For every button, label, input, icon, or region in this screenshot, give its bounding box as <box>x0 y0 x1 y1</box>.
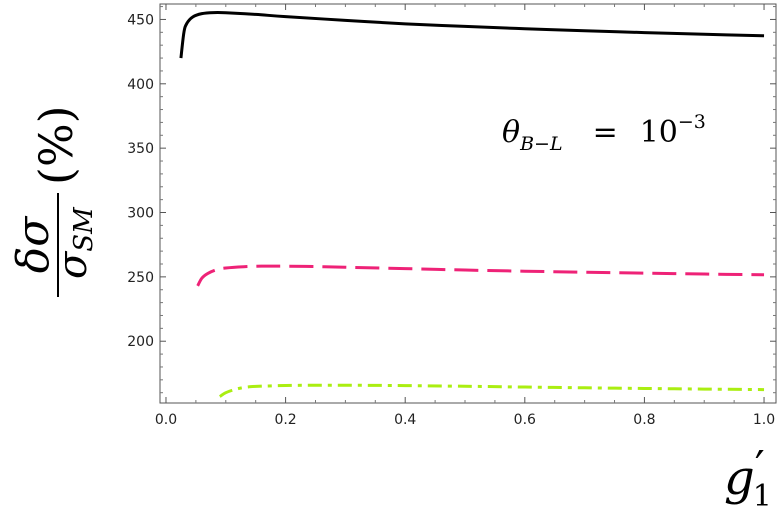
plot-frame <box>160 4 776 403</box>
y-tick-label: 400 <box>127 77 154 93</box>
series-line-3 <box>220 385 764 396</box>
y-label-unit: (%) <box>29 105 83 185</box>
y-tick-label: 350 <box>127 141 154 157</box>
y-tick-label: 250 <box>127 270 154 286</box>
annotation-label: θB−L = 10−3 <box>502 111 706 155</box>
x-tick-label: 0.2 <box>274 412 296 428</box>
series-group <box>181 13 764 397</box>
y-axis-label: δσ σSM (%) <box>8 105 99 297</box>
y-tick-label: 450 <box>127 12 154 28</box>
plot-frame-group <box>160 4 776 403</box>
x-tick-label: 0.8 <box>633 412 655 428</box>
ticks-group: 0.0 0.2 0.4 0.6 0.8 1.0 200 250 300 350 400 450 <box>127 4 776 428</box>
y-tick-label: 300 <box>127 206 154 222</box>
x-tick-label: 0.4 <box>394 412 416 428</box>
x-tick-label: 0.0 <box>155 412 177 428</box>
y-tick-label: 200 <box>127 334 154 350</box>
series-line-2 <box>198 266 764 286</box>
x-tick-label: 0.6 <box>514 412 536 428</box>
x-axis-label: g′ 1 <box>724 442 772 507</box>
x-tick-label: 1.0 <box>753 412 775 428</box>
series-line-1 <box>181 13 764 59</box>
